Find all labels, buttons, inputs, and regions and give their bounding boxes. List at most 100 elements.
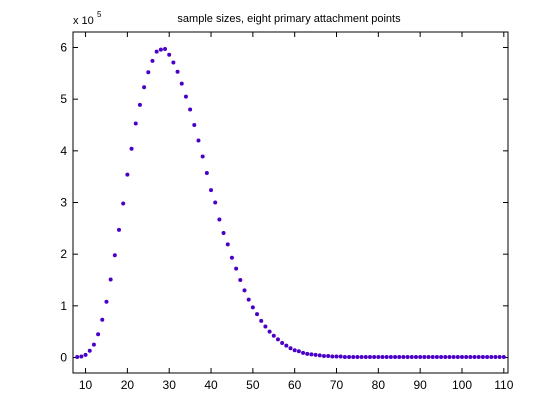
- x-tick-label: 20: [121, 378, 135, 392]
- data-point: [422, 354, 427, 359]
- data-point: [301, 350, 306, 355]
- data-point: [246, 297, 251, 302]
- data-point: [501, 354, 506, 359]
- y-tick-label: 6: [60, 41, 67, 55]
- data-point: [100, 317, 105, 322]
- y-tick-label: 4: [60, 144, 67, 158]
- data-point: [146, 70, 151, 75]
- data-point: [451, 354, 456, 359]
- data-point: [480, 354, 485, 359]
- data-point: [133, 121, 138, 126]
- data-point: [405, 354, 410, 359]
- data-point: [397, 354, 402, 359]
- data-point: [338, 354, 343, 359]
- data-point: [384, 354, 389, 359]
- data-point: [292, 348, 297, 353]
- y-tick-label: 1: [60, 299, 67, 313]
- data-point: [275, 337, 280, 342]
- data-point: [238, 278, 243, 282]
- data-point: [447, 354, 452, 359]
- data-point: [367, 354, 372, 359]
- data-point: [313, 352, 318, 357]
- data-point: [430, 354, 435, 359]
- data-point: [75, 354, 80, 359]
- x-tick-label: 110: [494, 378, 513, 392]
- data-point: [305, 351, 310, 356]
- data-point: [497, 354, 502, 359]
- data-point: [472, 354, 477, 359]
- y-tick-label: 5: [60, 92, 67, 106]
- data-point: [388, 354, 393, 359]
- x-tick-label: 10: [79, 378, 93, 392]
- data-point: [468, 354, 473, 359]
- data-point: [464, 354, 469, 359]
- data-point: [376, 354, 381, 359]
- data-point: [225, 242, 230, 247]
- data-point: [204, 171, 209, 176]
- data-point: [117, 227, 122, 232]
- chart-title: sample sizes, eight primary attachment p…: [177, 13, 401, 25]
- y-tick-label: 0: [60, 351, 67, 365]
- data-point: [96, 332, 101, 337]
- data-point: [418, 354, 423, 359]
- data-point: [342, 354, 347, 359]
- data-point: [439, 354, 444, 359]
- data-point: [280, 341, 285, 346]
- data-point: [284, 343, 289, 348]
- data-point: [434, 354, 439, 359]
- data-point: [229, 255, 234, 260]
- data-point: [326, 353, 331, 358]
- data-point: [142, 85, 147, 90]
- data-point: [200, 154, 205, 159]
- x-tick-label: 60: [288, 378, 302, 392]
- data-point: [163, 47, 168, 52]
- data-point: [443, 354, 448, 359]
- data-point: [401, 354, 406, 359]
- x-tick-label: 30: [163, 378, 177, 392]
- data-point: [359, 354, 364, 359]
- data-point: [347, 354, 352, 359]
- data-point: [455, 354, 460, 359]
- data-point: [409, 354, 414, 359]
- x-tick-label: 100: [452, 378, 472, 392]
- data-point: [271, 333, 276, 338]
- data-point: [309, 352, 314, 357]
- data-point: [129, 146, 134, 151]
- x-tick-label: 80: [372, 378, 386, 392]
- data-point: [485, 354, 490, 359]
- data-point: [175, 69, 180, 74]
- data-point: [121, 201, 126, 206]
- data-point: [171, 60, 176, 65]
- data-point: [137, 102, 142, 107]
- data-point: [263, 324, 268, 329]
- data-point: [91, 342, 96, 347]
- data-point: [217, 217, 222, 222]
- data-point: [112, 253, 117, 258]
- data-point: [317, 353, 322, 358]
- data-point: [330, 354, 335, 359]
- data-point: [413, 354, 418, 359]
- data-point: [104, 299, 109, 304]
- data-point: [158, 47, 163, 52]
- data-point: [87, 348, 92, 353]
- data-point: [154, 49, 159, 54]
- x-tick-label: 50: [246, 378, 260, 392]
- data-point: [493, 354, 498, 359]
- y-exponent: 5: [97, 10, 102, 19]
- data-point: [234, 266, 239, 271]
- data-point: [259, 318, 264, 323]
- data-point: [296, 349, 301, 354]
- plot-area-frame: [72, 31, 509, 374]
- data-point: [125, 172, 130, 177]
- data-point: [459, 354, 464, 359]
- data-point: [476, 354, 481, 359]
- data-point: [221, 230, 226, 235]
- data-point: [188, 107, 193, 112]
- data-point: [288, 346, 293, 351]
- data-point: [363, 354, 368, 359]
- data-point: [83, 352, 88, 357]
- data-point: [183, 94, 188, 99]
- data-point: [250, 305, 255, 310]
- data-point: [192, 123, 197, 127]
- data-point: [334, 354, 339, 359]
